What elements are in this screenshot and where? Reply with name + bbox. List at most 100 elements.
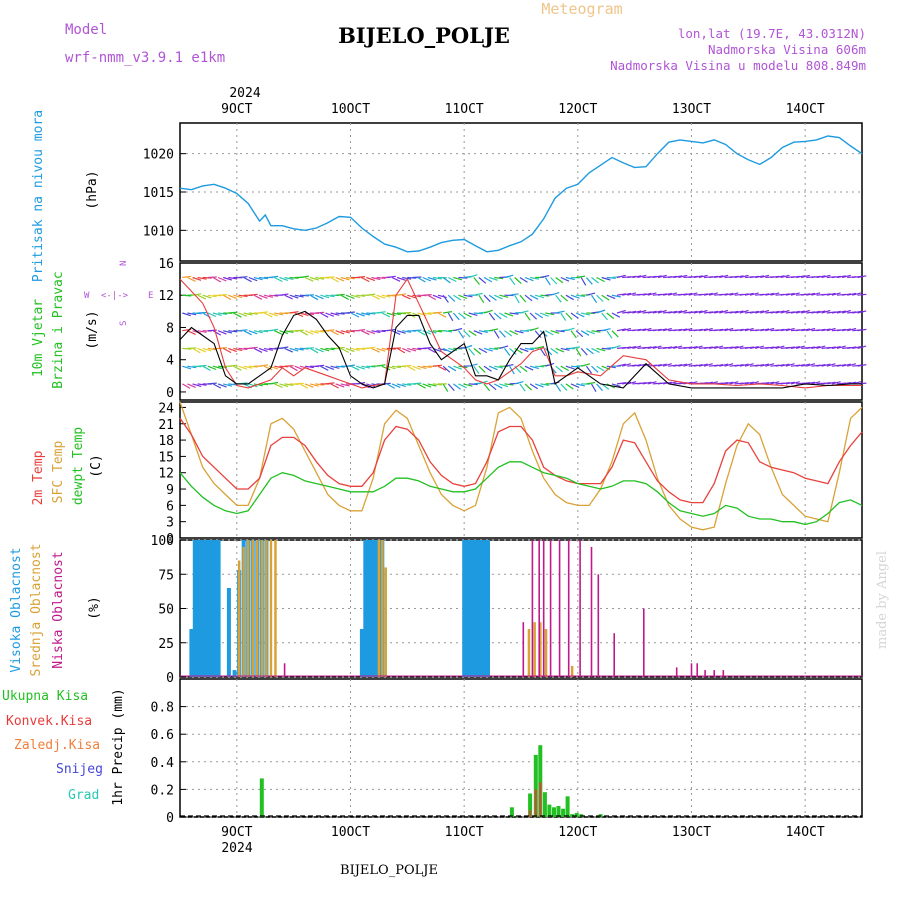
wind-arrow	[622, 327, 632, 332]
wind-arrow	[545, 330, 554, 336]
precip-legend-hail: Grad	[68, 788, 99, 803]
wind-arrow	[821, 274, 831, 279]
cloud-bar	[274, 540, 277, 677]
y-tick-label: 0	[166, 811, 174, 826]
wind-arrow	[473, 347, 482, 355]
cloud-bar	[373, 540, 378, 677]
wind-arrow	[381, 312, 391, 318]
wind-arrow	[320, 347, 330, 352]
wind-arrow	[350, 347, 360, 351]
wind-arrow	[760, 293, 770, 296]
wind-arrow	[698, 293, 708, 296]
wind-arrow	[555, 330, 565, 333]
top-x-tick-label: 10OCT	[331, 102, 370, 117]
wind-arrow	[452, 312, 460, 321]
wind-arrow	[570, 365, 580, 368]
wind-arrow	[760, 363, 770, 367]
wind-arrow	[253, 330, 263, 334]
precip-bar	[561, 808, 566, 817]
temp-title-dewpt: dewpt Temp	[71, 427, 86, 505]
wind-arrow	[217, 276, 227, 282]
wind-arrow	[673, 364, 683, 367]
wind-arrow	[202, 347, 212, 352]
cloud-bar	[462, 540, 467, 677]
wind-arrow	[463, 294, 473, 298]
wind-arrow	[581, 363, 591, 367]
wind-arrow	[258, 330, 268, 333]
wind-arrow	[304, 312, 314, 316]
wind-arrow	[217, 383, 227, 388]
wind-arrow	[755, 345, 764, 349]
wind-arrow	[693, 310, 703, 314]
wind-arrow	[632, 345, 642, 349]
wind-arrow	[447, 294, 456, 302]
wind-arrow	[361, 365, 371, 369]
wind-arrow	[427, 294, 436, 301]
wind-arrow	[371, 330, 381, 334]
wind-arrow	[796, 328, 806, 332]
wind-arrow	[432, 383, 442, 386]
wind-arrow	[770, 381, 780, 385]
wind-arrow	[811, 381, 821, 385]
y-tick-label: 12	[158, 467, 174, 482]
wind-arrow	[575, 348, 582, 357]
wind-arrow	[857, 293, 867, 296]
panel-frame	[179, 678, 863, 818]
wind-arrow	[258, 276, 268, 280]
cloud-bar	[486, 540, 490, 677]
wind-arrow	[340, 276, 350, 281]
wind-arrow	[309, 276, 319, 281]
wind-arrow	[192, 312, 202, 315]
wind-arrow	[182, 347, 192, 350]
wind-arrow	[402, 383, 412, 386]
wind-arrow	[340, 330, 350, 334]
wind-arrow	[790, 292, 800, 296]
wind-arrow	[616, 274, 626, 279]
wind-arrow	[488, 365, 498, 371]
wind-arrow	[760, 309, 770, 314]
wind-arrow	[222, 294, 232, 301]
wind-arrow	[535, 345, 545, 349]
wind-arrow	[202, 365, 211, 372]
compass-south: S	[119, 321, 129, 326]
y-tick-label: 0.4	[151, 756, 175, 771]
wind-arrow	[524, 383, 533, 391]
wind-arrow	[473, 277, 480, 285]
precip-panel: 0 0.2 0.4 0.6 0.8	[151, 678, 863, 826]
wind-arrow	[708, 292, 718, 296]
wind-arrow	[442, 294, 449, 303]
wind-arrow	[841, 363, 852, 367]
wind-arrow	[534, 383, 544, 388]
cloud-bar	[531, 540, 534, 677]
wind-arrow	[765, 346, 775, 349]
wind-arrow	[386, 275, 396, 279]
wind-arrow	[499, 312, 508, 319]
y-tick-label: 1015	[143, 186, 174, 201]
wind-arrow	[581, 312, 591, 316]
wind-arrow	[304, 383, 314, 388]
wind-arrow	[294, 329, 304, 332]
wind-arrow	[724, 327, 734, 332]
wind-arrow	[187, 312, 197, 316]
wind-arrow	[570, 312, 579, 319]
wind-arrow	[187, 365, 197, 369]
cloud-bar	[377, 540, 381, 677]
wind-arrow	[274, 312, 284, 316]
wind-arrow	[637, 309, 647, 314]
wind-arrow	[371, 294, 380, 300]
wind-arrow	[806, 292, 816, 296]
wind-arrow	[407, 347, 417, 352]
wind-arrow	[734, 345, 744, 349]
wind-arrow	[432, 276, 442, 280]
wind-arrow	[836, 345, 846, 349]
station-title: BIJELO_POLJE	[338, 23, 510, 48]
cloud-bar	[246, 540, 250, 677]
wind-arrow	[596, 309, 606, 314]
wind-arrow	[652, 328, 662, 332]
wind-arrow	[519, 365, 528, 373]
wind-arrow	[243, 365, 253, 369]
cloud-bar	[704, 670, 706, 677]
wind-arrow	[611, 294, 621, 298]
bottom-x-tick-label: 10OCT	[331, 825, 370, 840]
wind-arrow	[345, 330, 355, 333]
